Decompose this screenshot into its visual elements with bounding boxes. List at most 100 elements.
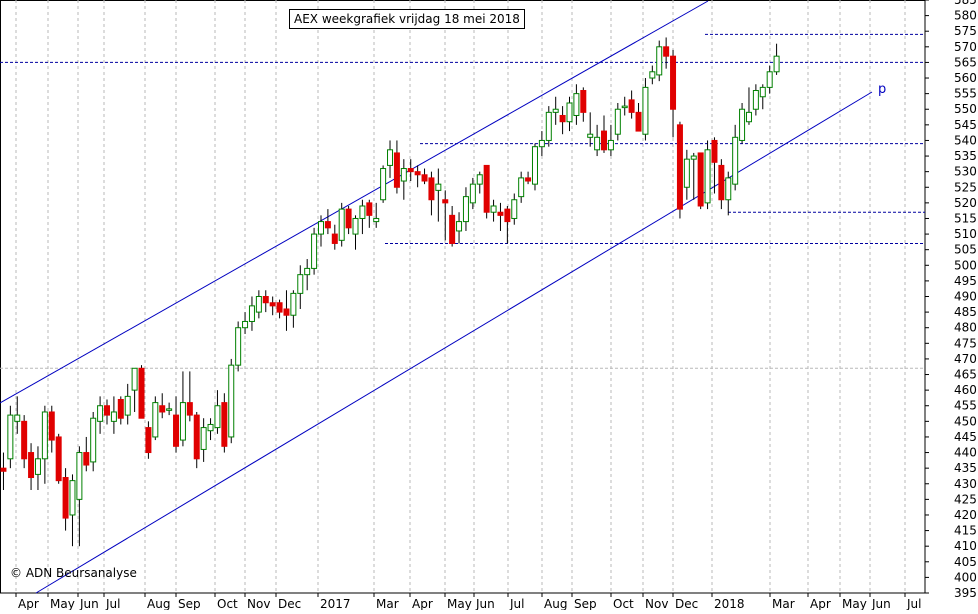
x-tick-label: May bbox=[50, 597, 75, 610]
candle-down bbox=[159, 405, 166, 413]
candle-down bbox=[262, 296, 269, 304]
y-tick-label: 515 bbox=[954, 211, 977, 225]
candle-down bbox=[186, 402, 193, 416]
y-tick-label: 550 bbox=[954, 102, 977, 116]
candle-up bbox=[690, 155, 697, 160]
x-tick-label: Apr bbox=[18, 597, 39, 610]
candle-up bbox=[317, 221, 324, 235]
x-tick-label: Oct bbox=[613, 597, 634, 610]
candle-up bbox=[739, 108, 746, 141]
y-tick-label: 470 bbox=[954, 352, 977, 366]
candle-up bbox=[207, 423, 214, 432]
y-tick-label: 435 bbox=[954, 461, 977, 475]
x-tick-label: Jul bbox=[906, 597, 921, 610]
candle-up bbox=[745, 111, 752, 123]
candle-down bbox=[393, 152, 400, 188]
candle-down bbox=[601, 130, 608, 151]
y-tick-label: 450 bbox=[954, 414, 977, 428]
candle-down bbox=[283, 308, 290, 316]
y-tick-label: 505 bbox=[954, 243, 977, 257]
y-tick-label: 575 bbox=[954, 24, 977, 38]
candle-up bbox=[200, 427, 207, 450]
y-tick-label: 560 bbox=[954, 71, 977, 85]
x-tick-label: Jun bbox=[475, 597, 495, 610]
y-tick-label: 540 bbox=[954, 133, 977, 147]
candle-down bbox=[414, 171, 421, 176]
candle-down bbox=[504, 208, 511, 223]
candle-down bbox=[711, 139, 718, 163]
candle-down bbox=[62, 477, 69, 519]
candle-down bbox=[117, 398, 124, 419]
candle-up bbox=[511, 199, 518, 219]
x-tick-label: Dec bbox=[278, 597, 301, 610]
candle-up bbox=[435, 183, 442, 191]
candle-up bbox=[304, 267, 311, 276]
candle-up bbox=[566, 102, 573, 123]
y-tick-label: 500 bbox=[954, 258, 977, 272]
candle-up bbox=[621, 105, 628, 109]
y-tick-label: 565 bbox=[954, 55, 977, 69]
candle-up bbox=[311, 233, 318, 269]
x-tick-label: Nov bbox=[247, 597, 270, 610]
candle-up bbox=[462, 196, 469, 223]
candle-down bbox=[221, 402, 228, 447]
y-tick-label: 405 bbox=[954, 555, 977, 569]
y-tick-label: 495 bbox=[954, 274, 977, 288]
candle-down bbox=[497, 211, 504, 216]
candle-up bbox=[531, 146, 538, 185]
x-tick-label: Mar bbox=[376, 597, 399, 610]
candle-down bbox=[670, 55, 677, 110]
candle-down bbox=[366, 202, 373, 216]
candle-down bbox=[559, 114, 566, 123]
candle-up bbox=[732, 136, 739, 185]
y-tick-label: 445 bbox=[954, 430, 977, 444]
candle-up bbox=[34, 458, 41, 475]
candle-down bbox=[0, 467, 7, 472]
candle-up bbox=[359, 205, 366, 219]
candle-up bbox=[642, 86, 649, 135]
candle-up bbox=[476, 174, 483, 185]
channel-upper-line bbox=[0, 0, 709, 404]
y-tick-label: 520 bbox=[954, 196, 977, 210]
candle-up bbox=[76, 452, 83, 500]
y-tick-label: 545 bbox=[954, 118, 977, 132]
candle-down bbox=[48, 411, 55, 441]
y-tick-label: 455 bbox=[954, 399, 977, 413]
candle-up bbox=[380, 168, 387, 201]
candle-down bbox=[663, 46, 670, 57]
candle-up bbox=[518, 177, 525, 198]
y-tick-label: 415 bbox=[954, 524, 977, 538]
candle-up bbox=[656, 46, 663, 76]
candle-up bbox=[90, 417, 97, 463]
candle-up bbox=[456, 221, 463, 232]
candle-down bbox=[83, 452, 90, 466]
candle-down bbox=[193, 414, 200, 460]
candle-down bbox=[580, 90, 587, 113]
candle-up bbox=[124, 395, 131, 416]
candle-down bbox=[331, 233, 338, 244]
y-tick-label: 395 bbox=[954, 586, 977, 600]
candle-up bbox=[290, 292, 297, 316]
candle-up bbox=[242, 320, 249, 329]
candle-down bbox=[483, 164, 490, 213]
candle-up bbox=[766, 71, 773, 88]
y-tick-label: 580 bbox=[954, 9, 977, 23]
x-tick-label: Aug bbox=[544, 597, 567, 610]
x-tick-label: Aug bbox=[147, 597, 170, 610]
x-tick-label: Sep bbox=[574, 597, 597, 610]
x-tick-label: 2018 bbox=[714, 597, 745, 610]
x-tick-label: Oct bbox=[217, 597, 238, 610]
plot-frame bbox=[0, 0, 926, 594]
candle-up bbox=[297, 274, 304, 294]
x-tick-label: 2017 bbox=[320, 597, 351, 610]
candle-down bbox=[269, 302, 276, 307]
x-tick-label: Jun bbox=[871, 597, 891, 610]
y-tick-label: 420 bbox=[954, 508, 977, 522]
candle-up bbox=[387, 149, 394, 166]
candle-down bbox=[21, 420, 28, 460]
y-tick-label: 430 bbox=[954, 477, 977, 491]
candle-up bbox=[228, 364, 235, 438]
candle-up bbox=[166, 408, 173, 411]
